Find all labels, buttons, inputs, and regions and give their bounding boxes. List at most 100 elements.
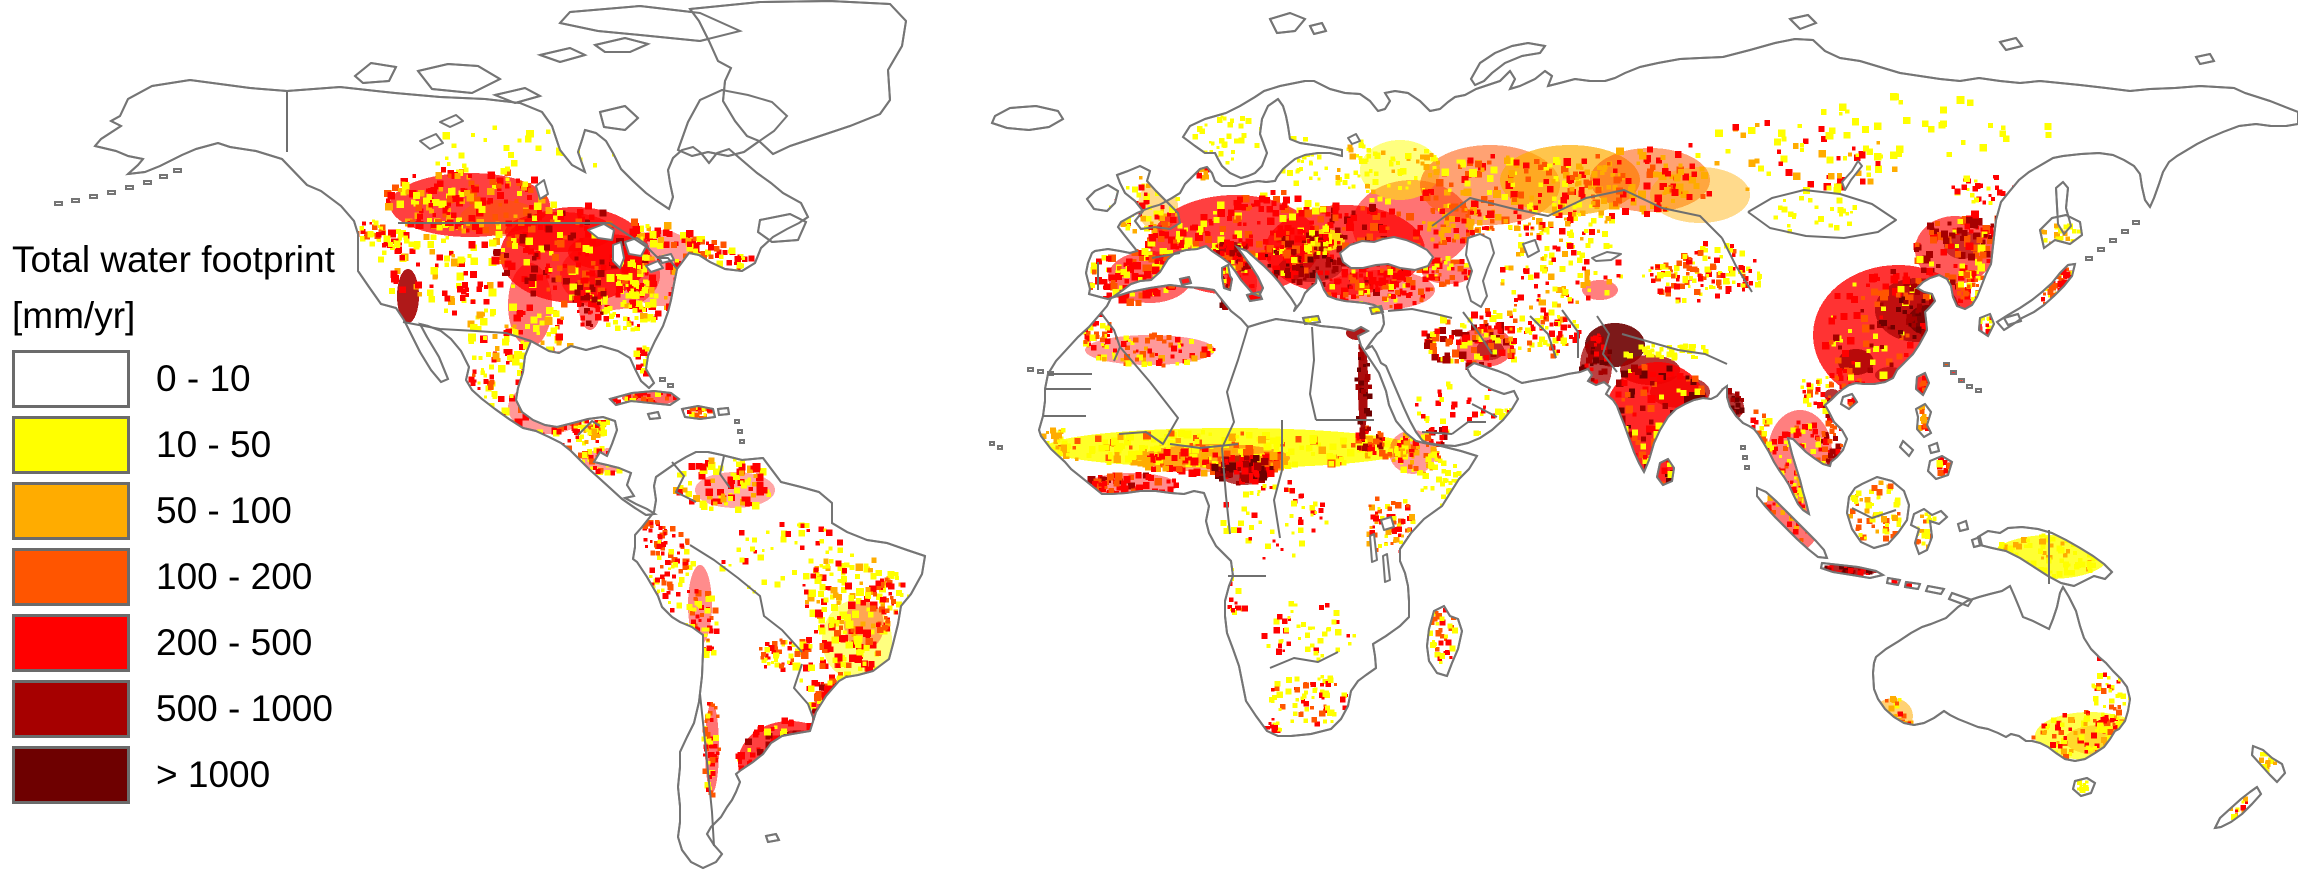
lake-balkhash [1591, 251, 1622, 262]
heat-spray [1303, 316, 1318, 325]
heat-spray [1599, 364, 1708, 495]
legend-item: 100 - 200 [12, 548, 442, 607]
sumbawa [1903, 580, 1922, 591]
heat-spray [808, 675, 887, 754]
iceland [990, 104, 1065, 132]
new-zealand-south [2213, 785, 2263, 830]
border-us-canada [398, 222, 678, 270]
border-us-mexico [402, 321, 532, 342]
legend-title-line1: Total water footprint [12, 239, 335, 280]
border-sudan-chad [1273, 420, 1283, 539]
puerto-rico [716, 406, 731, 417]
heat-spray [1261, 601, 1356, 662]
black-sea [1339, 236, 1434, 271]
novaya-zemlya [1469, 41, 1547, 87]
legend-item: 500 - 1000 [12, 680, 442, 739]
border-algeria-mali [1118, 346, 1179, 445]
heat-spray [1086, 332, 1216, 368]
border-niger-chad [1221, 447, 1231, 535]
lake-michigan [612, 241, 625, 269]
taiwan [1914, 371, 1931, 397]
lake-superior [587, 223, 615, 241]
legend-item: 0 - 10 [12, 350, 442, 409]
legend-swatch [12, 482, 130, 541]
hokkaido [2038, 213, 2084, 250]
newfoundland [756, 212, 808, 244]
africa [1037, 283, 1479, 737]
south-america [631, 451, 927, 870]
aral-sea [1522, 239, 1540, 258]
heat-spray [792, 620, 881, 704]
border-libya-egypt [1309, 326, 1317, 421]
border-iran-iraq [1462, 311, 1493, 355]
southampton-island [598, 104, 640, 132]
prince-of-wales-island [491, 86, 543, 105]
country-borders [286, 92, 2050, 847]
lake-malawi [1382, 553, 1391, 583]
caspian-sea [1465, 233, 1495, 308]
border-india-pakistan [1596, 315, 1618, 373]
border-china-india [1621, 333, 1728, 365]
legend-label: 0 - 10 [156, 358, 251, 400]
jamaica [646, 410, 662, 421]
legend-swatch [12, 548, 130, 607]
mindanao [1926, 454, 1954, 481]
heat-spray [1848, 480, 1902, 542]
heat-spray [719, 522, 846, 594]
heat-spray [1936, 457, 1954, 477]
severnaya-zemlya [1788, 13, 1818, 31]
hainan [1839, 392, 1859, 411]
border-turkey-syria [1387, 308, 1453, 319]
ireland [1085, 183, 1120, 213]
new-guinea [1976, 525, 2114, 588]
flores [1924, 584, 1946, 596]
cuba [608, 389, 681, 407]
legend-label: 100 - 200 [156, 556, 313, 598]
legend-items: 0 - 10 10 - 50 50 - 100 100 - 200 200 - 500 5… [12, 350, 442, 805]
java [1819, 561, 1886, 580]
axel-island [536, 46, 588, 64]
map-legend: Total water footprint [mm/yr] 0 - 10 10 -… [12, 232, 442, 812]
border-mexico-guatemala [577, 420, 601, 436]
visayas [1927, 441, 1941, 455]
border-morocco-algeria [1100, 312, 1121, 362]
borneo [1845, 475, 1911, 550]
heat-spray [1335, 139, 1441, 205]
devon-island [592, 36, 652, 53]
heat-spray [1681, 241, 1757, 285]
legend-item: 200 - 500 [12, 614, 442, 673]
bali-lombok [1885, 576, 1902, 587]
palawan [1898, 439, 1915, 458]
lake-baikal [1841, 160, 1863, 191]
hispaniola [680, 404, 717, 421]
lake-erie [645, 260, 664, 273]
legend-label: > 1000 [156, 754, 271, 796]
great-slave-lake [439, 114, 464, 128]
north-america [93, 78, 810, 517]
legend-label: 50 - 100 [156, 490, 292, 532]
ellesmere-island [558, 4, 744, 43]
heat-spray [1366, 496, 1420, 553]
cyprus [1368, 304, 1385, 316]
timor [1947, 591, 1974, 608]
heat-spray [2076, 779, 2090, 794]
legend-item: 50 - 100 [12, 482, 442, 541]
greenland [688, 0, 908, 156]
halmahera [1956, 519, 1970, 533]
heat-spray [1326, 268, 1434, 310]
heat-spray [701, 701, 721, 798]
wrangel-island [2194, 52, 2216, 66]
legend-label: 200 - 500 [156, 622, 313, 664]
luzon [1914, 402, 1933, 439]
heat-spray [1891, 576, 1953, 590]
lake-victoria [1380, 516, 1395, 531]
borders-southern-africa [1269, 651, 1339, 669]
heat-spray [600, 283, 658, 332]
sri-lanka [1655, 457, 1676, 487]
kyushu [1977, 312, 1996, 338]
kuril-islands [2085, 220, 2140, 261]
victoria-island [416, 62, 503, 95]
heat-spray [1673, 270, 1732, 304]
borders-iran-afghanistan-pakistan [1529, 309, 1579, 359]
ryukyu-islands [1943, 362, 1982, 393]
